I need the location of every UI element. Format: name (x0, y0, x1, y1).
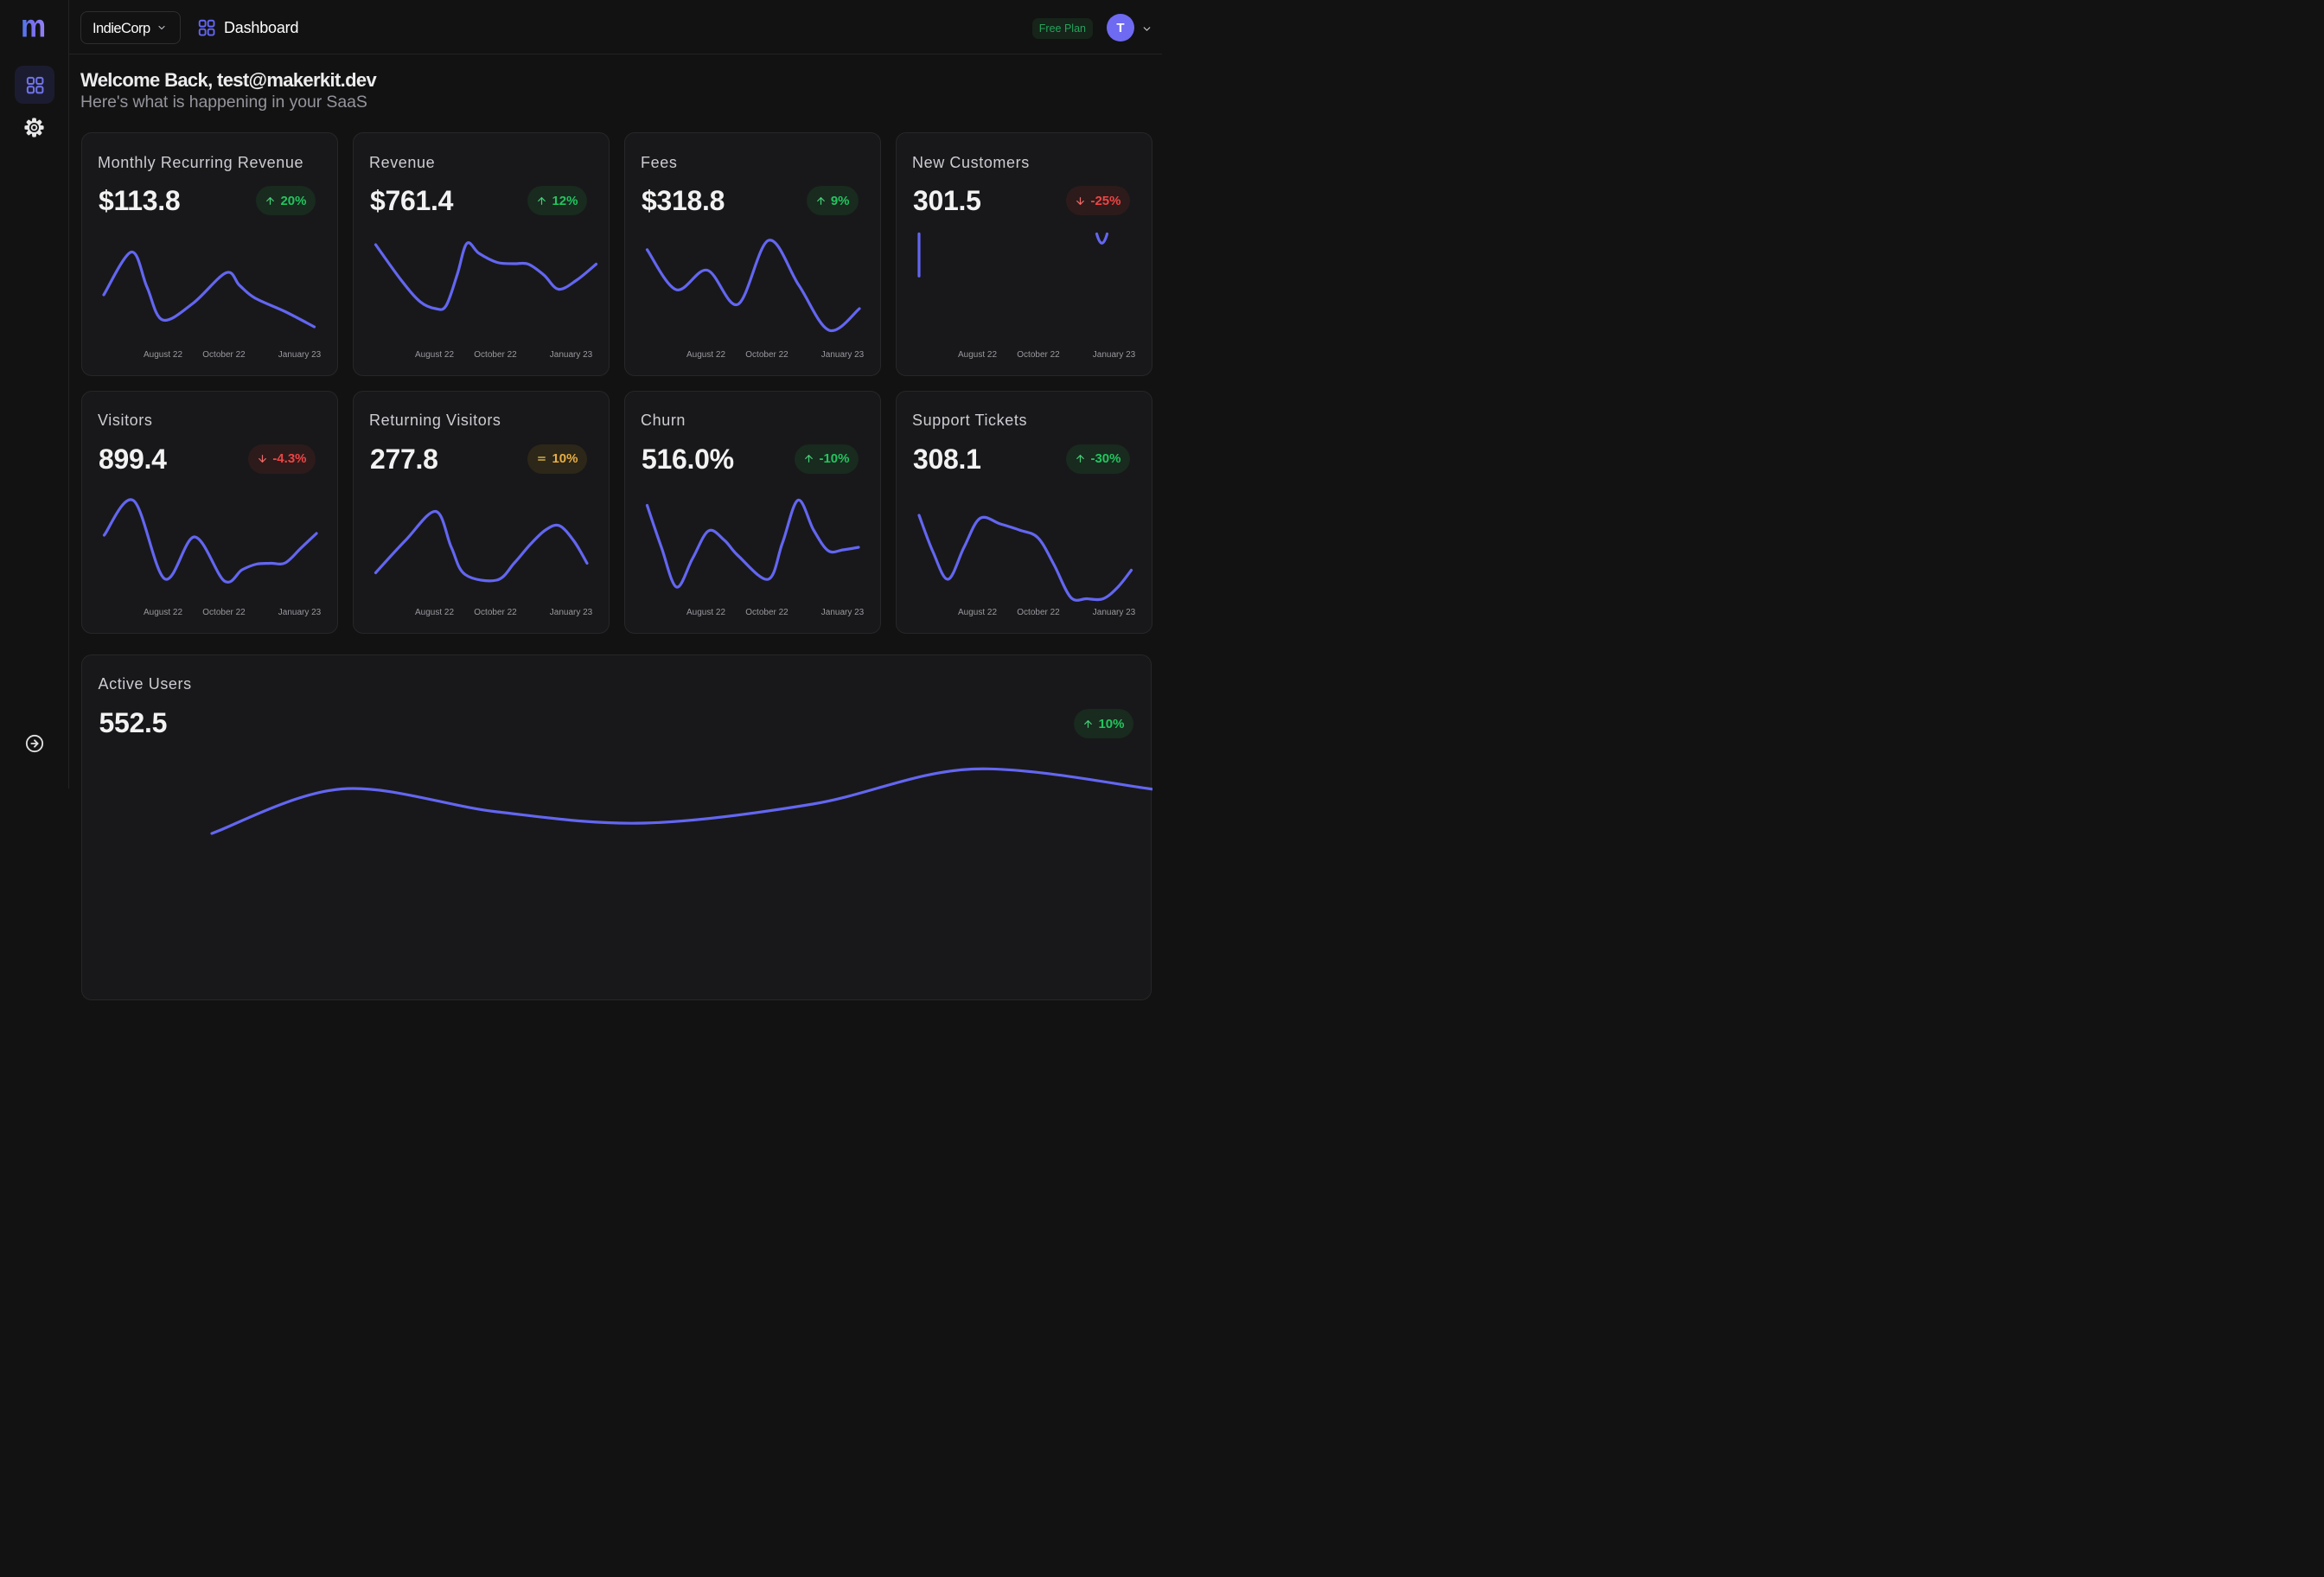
svg-text:m: m (22, 19, 46, 38)
